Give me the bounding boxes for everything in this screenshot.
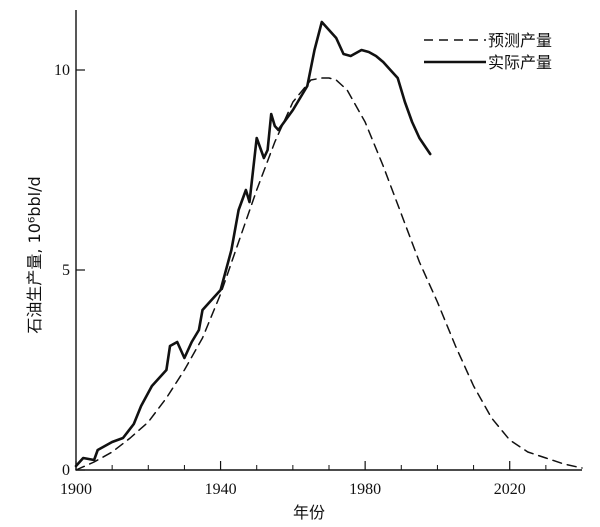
y-axis-title: 石油生产量, 10⁶bbl/d	[25, 176, 44, 333]
y-tick-label: 0	[62, 462, 70, 479]
legend-label: 实际产量	[488, 53, 552, 72]
x-axis-title: 年份	[293, 503, 325, 522]
x-tick-label: 1940	[205, 481, 237, 498]
y-tick-label: 5	[62, 262, 70, 279]
actual-series-line	[74, 20, 432, 468]
x-tick-label: 1980	[349, 481, 381, 498]
forecast-series-line	[75, 77, 583, 471]
legend-label: 预测产量	[488, 31, 552, 50]
series-layer	[74, 20, 583, 471]
x-tick-label: 1900	[60, 481, 92, 498]
y-tick-label: 10	[54, 62, 70, 79]
x-tick-label: 2020	[494, 481, 526, 498]
